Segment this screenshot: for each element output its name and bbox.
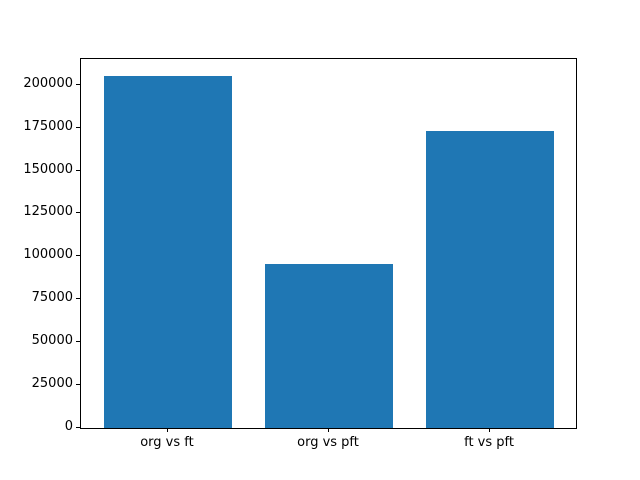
y-tick-label: 0	[64, 419, 73, 434]
plot-area	[80, 58, 577, 429]
y-tick-mark	[76, 169, 80, 171]
y-tick-mark	[76, 341, 80, 343]
bar-org-vs-pft	[264, 264, 394, 428]
y-tick-mark	[76, 384, 80, 386]
x-tick-mark	[328, 428, 329, 432]
y-tick-label: 25000	[31, 376, 73, 392]
bar-org-vs-ft	[103, 76, 233, 428]
y-tick-label: 175000	[23, 118, 73, 134]
y-tick-mark	[76, 427, 80, 428]
y-tick-label: 50000	[31, 333, 73, 349]
x-tick-mark	[489, 428, 491, 432]
y-tick-label: 125000	[23, 204, 73, 220]
x-tick-mark	[166, 428, 168, 432]
x-tick-label: org vs ft	[140, 435, 194, 450]
y-tick-label: 200000	[23, 75, 73, 91]
y-tick-label: 100000	[23, 247, 73, 263]
y-tick-mark	[76, 255, 80, 257]
y-tick-mark	[76, 298, 80, 300]
y-tick-label: 75000	[31, 290, 73, 306]
y-tick-label: 150000	[23, 161, 73, 177]
x-tick-label: org vs pft	[297, 435, 359, 450]
bar-ft-vs-pft	[425, 131, 555, 428]
y-tick-mark	[76, 83, 80, 85]
y-tick-mark	[76, 126, 80, 128]
x-tick-label: ft vs pft	[464, 435, 514, 450]
y-tick-mark	[76, 212, 80, 214]
